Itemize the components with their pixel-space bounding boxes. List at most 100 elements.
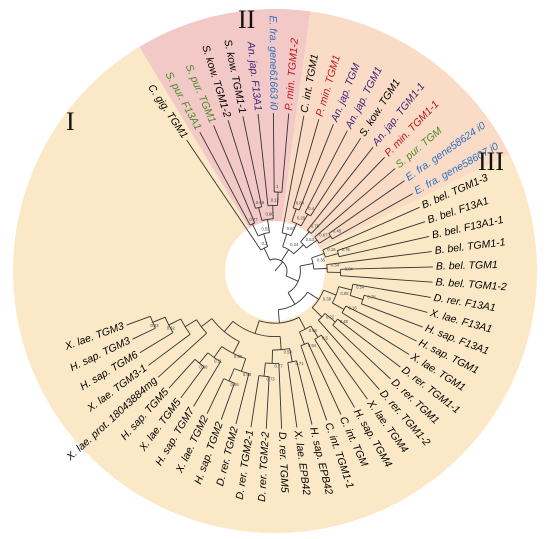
bootstrap-value: 0.16 [327,247,336,252]
bootstrap-value: 0.77 [275,363,284,368]
tree-branch [326,251,432,266]
tree-branch [340,275,433,283]
leaf-label: E. fra. gene61663 i0 [267,15,280,110]
tree-branch [279,336,282,350]
tree-branch [263,362,266,377]
tree-branch [213,125,256,224]
tree-branch [311,307,323,318]
tree-branch [299,262,314,267]
tree-branch [300,231,310,243]
tree-branch [213,346,223,358]
tree-branch [338,236,430,258]
tree-branch [307,291,320,300]
tree-branch [206,378,225,414]
tree-branch [345,305,417,342]
tree-branch [277,192,279,206]
tree-branch [298,124,334,211]
tree-branch [324,313,336,323]
clade-label-III: III [478,147,504,176]
bootstrap-value: 0.67 [319,233,328,238]
tree-branch [307,146,374,231]
bootstrap-value: 0.75 [342,247,351,252]
tree-branch [200,318,213,328]
tree-branch [250,375,260,428]
tree-branch [349,294,364,300]
tree-branch [318,319,380,390]
bootstrap-value: 0.2 [262,241,268,246]
clade-sector-I [139,9,311,229]
bootstrap-value: 0.62 [167,326,176,331]
tree-branch [322,206,420,251]
tree-branch [296,360,313,425]
bootstrap-value: 0.22 [326,314,335,319]
bootstrap-value: 0.73 [266,376,275,381]
tree-branch [313,267,328,270]
leaf-label: D. rer. TGM2-2 [256,431,272,502]
bootstrap-value: 0.12 [271,198,280,203]
tree-branch-arc [232,320,281,338]
tree-branch [148,333,191,366]
tree-branch [199,131,251,226]
tree-branch [320,334,368,400]
bootstrap-value: 0.29 [297,215,306,220]
bootstrap-value: 0.23 [150,323,159,328]
tree-branch [328,180,405,234]
tree-branch [168,318,181,326]
tree-branch [186,139,262,251]
tree-branch [263,233,269,247]
tree-branch [168,359,196,389]
bootstrap-value: 0.63 [287,226,296,231]
bootstrap-value: 0.96 [265,212,274,217]
tree-branch [307,342,342,415]
bootstrap-value: 0.76 [311,224,320,229]
tree-branch [311,253,325,259]
bootstrap-value: 0.58 [234,354,243,359]
leaf-label: B. bel. TGM1-2 [435,276,507,293]
tree-branch [289,348,293,362]
tree-branch [235,373,250,425]
tree-branch [282,233,288,247]
bootstrap-value: 0.05 [340,291,349,296]
clade-sector-II [281,11,510,249]
tree-branch [325,253,339,258]
tree-branch [281,115,305,233]
tree-branch [223,321,234,332]
tree-branch [132,327,156,340]
bootstrap-value: 0.04 [345,267,354,272]
tree-branch-arc [269,258,288,277]
bootstrap-value: 0.4 [308,206,314,211]
tree-branch [152,316,166,323]
clade-sector-III [13,46,538,533]
tree-branch [310,156,386,234]
tree-branch [241,358,247,372]
tree-branch [318,235,331,244]
tree-branch [257,113,269,206]
bootstrap-value: 0.84 [296,201,305,206]
tree-branch [300,345,328,421]
tree-branch [364,294,428,313]
bootstrap-value: 0.24 [290,242,299,247]
bootstrap-value: 0.54 [331,263,340,268]
bootstrap-value: 0.59 [284,350,293,355]
tree-branch [228,368,235,382]
tree-branch [258,207,263,221]
bootstrap-value: 0.98 [199,364,208,369]
clade-label-II: II [238,5,255,34]
tree-branch [300,213,309,227]
bootstrap-value: 0.71 [295,361,304,366]
tree-branch [220,382,235,420]
tree-branch [278,363,283,429]
bootstrap-value: 0.11 [214,358,223,363]
tree-branch [340,266,433,270]
tree-branch [267,219,270,233]
tree-branch [263,247,271,261]
tree-branch [292,119,320,209]
tree-branch [277,309,280,324]
bootstrap-value: 1 [276,184,279,189]
tree-branch [180,366,205,399]
bootstrap-value: 0.36 [317,258,326,263]
tree-branch [290,223,298,236]
bootstrap-value: 0.54 [356,285,365,290]
tree-branch [287,362,298,428]
